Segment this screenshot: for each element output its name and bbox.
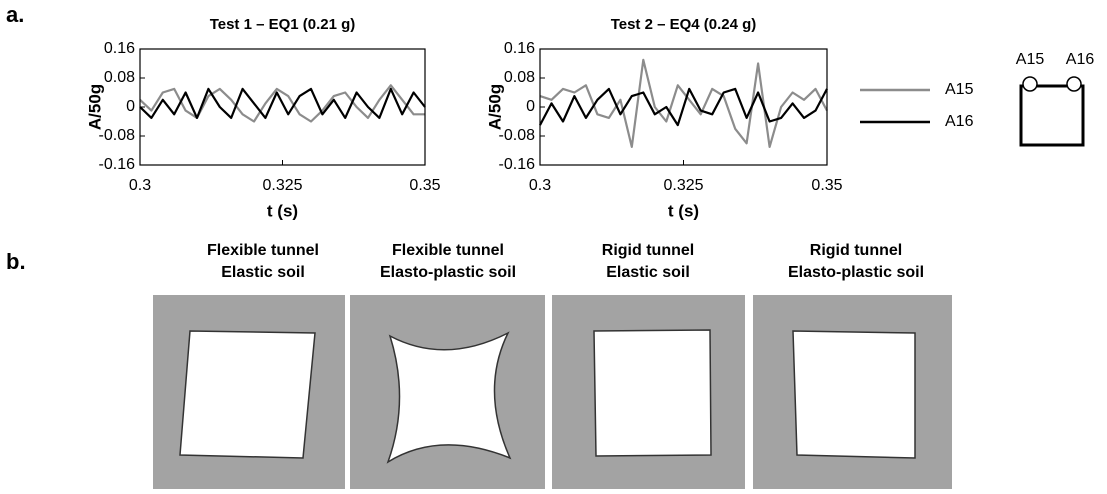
deformation-images — [153, 295, 952, 489]
series-line — [139, 84, 425, 123]
panel-title: Flexible tunnel — [392, 242, 504, 259]
panel-title: Rigid tunnel — [810, 242, 902, 259]
y-tick-label: -0.08 — [499, 127, 536, 144]
panel-title: Elastic soil — [606, 264, 690, 281]
tunnel-shape — [792, 330, 916, 459]
y-tick-label: 0 — [126, 98, 135, 115]
series-line — [539, 87, 828, 127]
chart-title: Test 1 – EQ1 (0.21 g) — [210, 16, 356, 33]
sensor-label: A16 — [1066, 51, 1095, 68]
y-tick-label: 0 — [526, 98, 535, 115]
chart-title: Test 2 – EQ4 (0.24 g) — [611, 16, 757, 33]
x-axis-label: t (s) — [267, 201, 298, 220]
series-line — [539, 58, 828, 148]
panel-title: Rigid tunnel — [602, 242, 694, 259]
tunnel-shape — [593, 329, 712, 457]
panel-title: Elastic soil — [221, 264, 305, 281]
y-tick-label: 0.16 — [104, 40, 135, 57]
y-tick-label: 0.08 — [104, 69, 135, 86]
panel-title: Elasto-plastic soil — [380, 264, 516, 281]
panel-title: Flexible tunnel — [207, 242, 319, 259]
x-tick-label: 0.325 — [262, 177, 302, 194]
legend-label: A15 — [945, 81, 974, 98]
tunnel-shape — [179, 330, 316, 459]
x-tick-label: 0.3 — [129, 177, 151, 194]
sensor-icon — [1066, 76, 1082, 92]
tunnel-shape — [386, 331, 512, 464]
panel-label: b. — [6, 249, 26, 274]
x-tick-label: 0.3 — [529, 177, 551, 194]
y-tick-label: -0.16 — [99, 156, 136, 173]
sensor-icon — [1022, 76, 1038, 92]
legend-label: A16 — [945, 113, 974, 130]
sensor-label: A15 — [1016, 51, 1045, 68]
panel-title: Elasto-plastic soil — [788, 264, 924, 281]
plot-frame — [139, 48, 426, 166]
x-axis-label: t (s) — [668, 201, 699, 220]
y-axis-label: A/50g — [85, 84, 104, 130]
y-tick-label: -0.16 — [499, 156, 536, 173]
x-tick-label: 0.35 — [811, 177, 842, 194]
y-tick-label: 0.08 — [504, 69, 535, 86]
x-tick-label: 0.325 — [663, 177, 703, 194]
y-tick-label: -0.08 — [99, 127, 136, 144]
x-tick-label: 0.35 — [409, 177, 440, 194]
series-line — [139, 87, 426, 119]
y-tick-label: 0.16 — [504, 40, 535, 57]
plot-frame — [539, 48, 828, 166]
panel-label: a. — [6, 2, 24, 27]
y-axis-label: A/50g — [485, 84, 504, 130]
tunnel-icon — [1019, 84, 1085, 147]
